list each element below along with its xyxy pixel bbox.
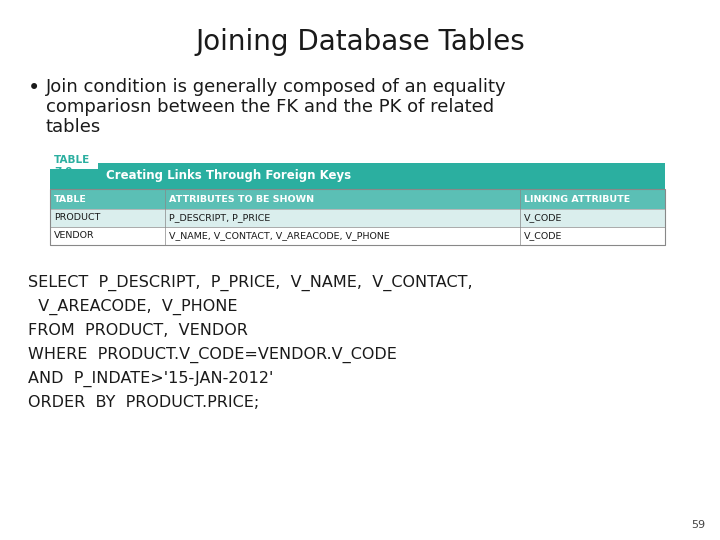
Text: AND  P_INDATE>'15-JAN-2012': AND P_INDATE>'15-JAN-2012' [28,371,274,387]
Text: PRODUCT: PRODUCT [54,213,100,222]
Text: LINKING ATTRIBUTE: LINKING ATTRIBUTE [524,194,630,204]
Text: Creating Links Through Foreign Keys: Creating Links Through Foreign Keys [106,170,351,183]
Text: VENDOR: VENDOR [54,232,94,240]
Bar [50,189,665,245]
Text: V_AREACODE,  V_PHONE: V_AREACODE, V_PHONE [28,299,238,315]
Bar [50,227,665,245]
Text: tables: tables [46,118,102,136]
Bar [50,169,98,189]
Text: TABLE: TABLE [54,194,87,204]
Text: V_CODE: V_CODE [524,213,562,222]
Bar [50,209,665,227]
Bar [98,163,665,189]
Text: SELECT  P_DESCRIPT,  P_PRICE,  V_NAME,  V_CONTACT,: SELECT P_DESCRIPT, P_PRICE, V_NAME, V_CO… [28,275,472,291]
Text: WHERE  PRODUCT.V_CODE=VENDOR.V_CODE: WHERE PRODUCT.V_CODE=VENDOR.V_CODE [28,347,397,363]
Text: Joining Database Tables: Joining Database Tables [195,28,525,56]
Text: V_NAME, V_CONTACT, V_AREACODE, V_PHONE: V_NAME, V_CONTACT, V_AREACODE, V_PHONE [169,232,390,240]
Bar [50,189,665,209]
Text: ATTRIBUTES TO BE SHOWN: ATTRIBUTES TO BE SHOWN [169,194,314,204]
Text: compariosn between the FK and the PK of related: compariosn between the FK and the PK of … [46,98,494,116]
Text: •: • [28,78,40,98]
Text: Join condition is generally composed of an equality: Join condition is generally composed of … [46,78,507,96]
Text: FROM  PRODUCT,  VENDOR: FROM PRODUCT, VENDOR [28,323,248,338]
Text: ORDER  BY  PRODUCT.PRICE;: ORDER BY PRODUCT.PRICE; [28,395,259,410]
Text: TABLE
7.9: TABLE 7.9 [54,155,90,177]
Text: P_DESCRIPT, P_PRICE: P_DESCRIPT, P_PRICE [169,213,270,222]
Text: 59: 59 [691,520,705,530]
Text: V_CODE: V_CODE [524,232,562,240]
